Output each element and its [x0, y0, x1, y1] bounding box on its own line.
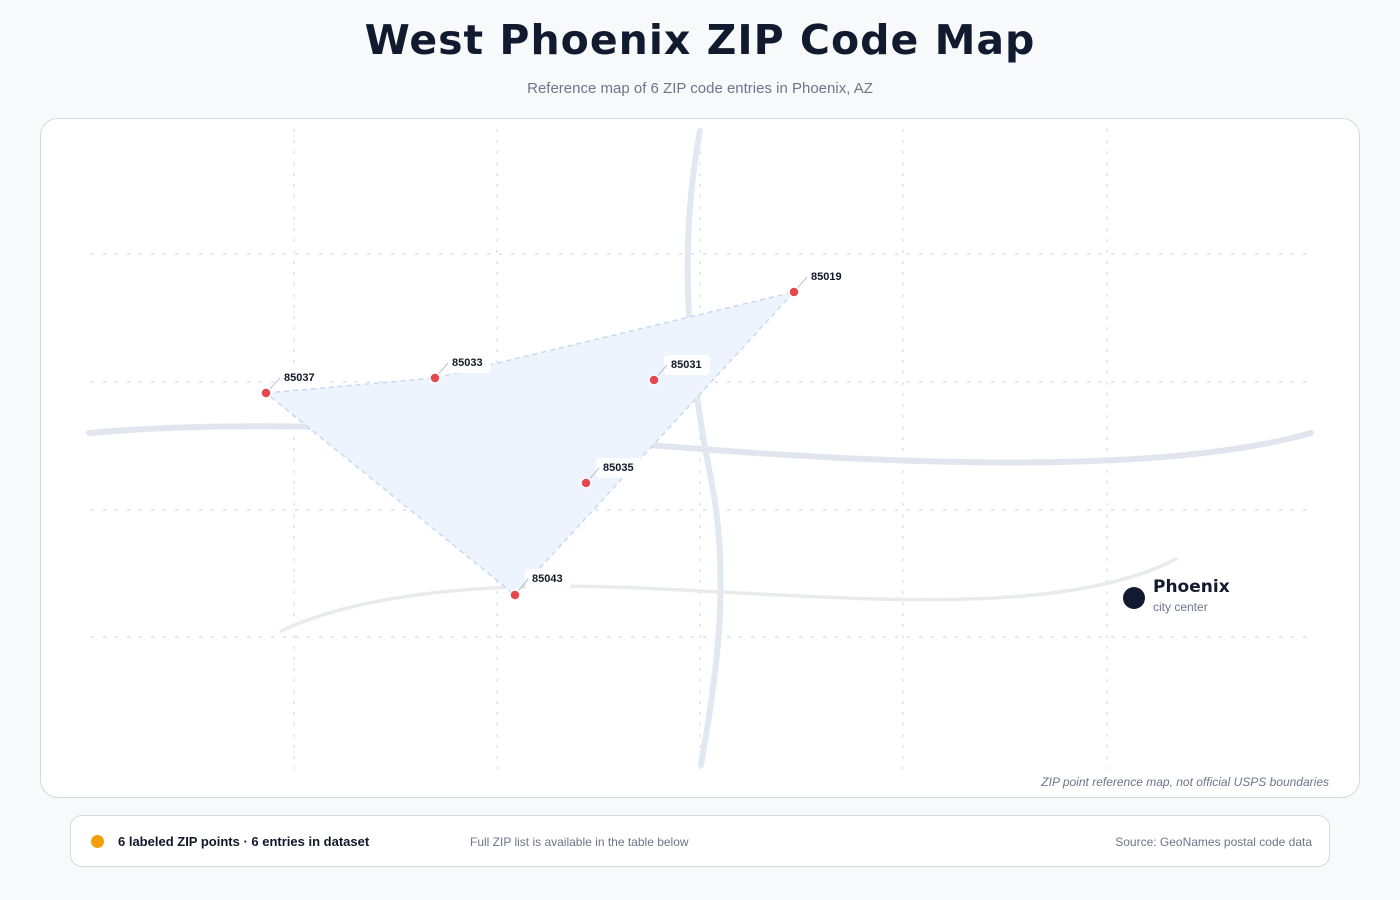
zip-marker-85035[interactable]: 85035: [580, 458, 642, 489]
road-north-south: [684, 128, 724, 768]
page-subtitle: Reference map of 6 ZIP code entries in P…: [527, 80, 873, 97]
zip-label: 85019: [811, 271, 842, 283]
zip-label-background: [664, 355, 710, 375]
zip-label: 85031: [671, 359, 702, 371]
zip-label-background: [445, 353, 491, 373]
road-south: [279, 557, 1178, 633]
city-name: Phoenix: [1153, 577, 1230, 597]
road-east-west: [86, 423, 1314, 466]
zip-point[interactable]: [429, 372, 441, 384]
zip-point[interactable]: [580, 477, 592, 489]
data-source: Source: GeoNames postal code data: [1115, 835, 1312, 849]
zip-count-summary: 6 labeled ZIP points · 6 entries in data…: [118, 834, 370, 849]
zip-marker-85043[interactable]: 85043: [509, 569, 571, 601]
map-footer: 6 labeled ZIP points · 6 entries in data…: [70, 815, 1330, 867]
zip-coverage-area: [264, 290, 797, 597]
zip-label: 85037: [284, 372, 315, 384]
zip-marker-85019[interactable]: 85019: [788, 267, 850, 298]
zip-label: 85033: [452, 357, 483, 369]
zip-point[interactable]: [509, 589, 521, 601]
zip-label-background: [525, 569, 571, 589]
zip-label-background: [596, 458, 642, 478]
zip-point[interactable]: [648, 374, 660, 386]
zip-markers[interactable]: 85019 85031 85033 85035 85037 85043: [260, 267, 850, 601]
zip-point[interactable]: [260, 387, 272, 399]
map-roads: [86, 128, 1314, 768]
zip-marker-85033[interactable]: 85033: [429, 353, 491, 384]
zip-label-background: [277, 368, 323, 388]
zip-point[interactable]: [788, 286, 800, 298]
page-title: West Phoenix ZIP Code Map: [364, 16, 1036, 64]
map-disclaimer: ZIP point reference map, not official US…: [1041, 775, 1329, 789]
zip-label-background: [804, 267, 850, 287]
zip-label: 85043: [532, 573, 563, 585]
zip-label: 85035: [603, 462, 634, 474]
zip-marker-85031[interactable]: 85031: [648, 355, 710, 386]
map-canvas[interactable]: 85019 85031 85033 85035 85037 85043 Phoenix c…: [41, 119, 1360, 798]
zip-marker-85037[interactable]: 85037: [260, 368, 323, 399]
city-marker[interactable]: Phoenix city center: [1123, 577, 1230, 614]
table-note: Full ZIP list is available in the table …: [470, 835, 689, 849]
map-panel[interactable]: 85019 85031 85033 85035 85037 85043 Phoenix c…: [40, 118, 1360, 798]
legend-dot-icon: [91, 835, 104, 848]
city-sublabel: city center: [1153, 600, 1208, 614]
city-center-marker[interactable]: [1123, 587, 1145, 609]
